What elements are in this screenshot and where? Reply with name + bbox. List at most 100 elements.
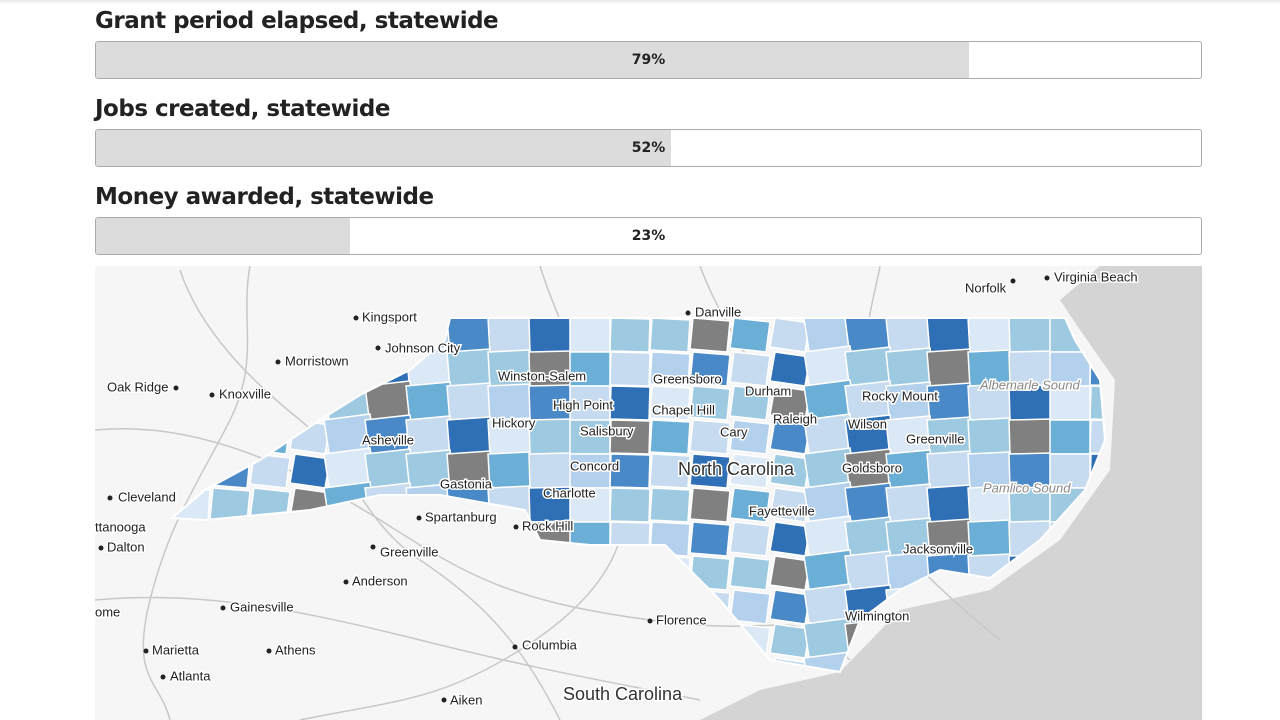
progress-fill bbox=[96, 42, 969, 78]
county bbox=[769, 521, 811, 557]
place-label: Pamlico Sound bbox=[983, 480, 1071, 495]
place-dot bbox=[275, 359, 281, 365]
place-dot bbox=[173, 385, 179, 391]
place-label: Marietta bbox=[152, 642, 200, 657]
place-label: Cleveland bbox=[118, 489, 176, 504]
place-label: Fayetteville bbox=[749, 503, 815, 518]
place-labels: Virginia Beach Norfolk Danville Kingsport Jo… bbox=[95, 268, 1139, 709]
place-label: Jacksonville bbox=[903, 541, 973, 556]
place-dot bbox=[143, 648, 149, 654]
county bbox=[487, 318, 533, 355]
progress-label: 52% bbox=[631, 140, 666, 156]
place-label: Knoxville bbox=[219, 386, 271, 401]
place-label: Florence bbox=[656, 612, 707, 627]
place-dot bbox=[370, 544, 376, 550]
place-dot bbox=[353, 315, 359, 321]
place-label: North Carolina bbox=[678, 459, 795, 479]
place-label: Danville bbox=[695, 304, 741, 319]
map: Virginia Beach Norfolk Danville Kingsport Jo… bbox=[95, 266, 1202, 720]
place-dot bbox=[220, 605, 226, 611]
place-dot bbox=[107, 495, 113, 501]
county bbox=[967, 519, 1013, 559]
county bbox=[1008, 418, 1052, 456]
ocean bbox=[700, 266, 1202, 720]
place-dot bbox=[685, 310, 691, 316]
county bbox=[689, 453, 731, 489]
county bbox=[609, 453, 651, 489]
place-label: Rock Hill bbox=[522, 518, 573, 533]
county bbox=[528, 452, 572, 490]
county bbox=[249, 453, 291, 489]
place-label: Dalton bbox=[107, 539, 145, 554]
place-label: Morristown bbox=[285, 353, 349, 368]
place-label: Aiken bbox=[450, 692, 483, 707]
place-label: Anderson bbox=[352, 573, 408, 588]
place-label: Greenville bbox=[380, 544, 439, 559]
county bbox=[649, 385, 691, 421]
progress-label: 79% bbox=[631, 52, 666, 68]
place-dot bbox=[343, 579, 349, 585]
place-label: Atlanta bbox=[170, 668, 211, 683]
place-label: Raleigh bbox=[773, 411, 817, 426]
place-dot bbox=[441, 697, 447, 703]
place-label: Kingsport bbox=[362, 309, 417, 324]
county bbox=[649, 419, 691, 455]
place-label: Concord bbox=[570, 458, 619, 473]
county bbox=[689, 385, 731, 421]
place-label: Gainesville bbox=[230, 599, 294, 614]
place-dot bbox=[375, 345, 381, 351]
place-dot bbox=[209, 392, 215, 398]
place-dot bbox=[160, 674, 166, 680]
progress-fill bbox=[96, 130, 671, 166]
place-label: Greensboro bbox=[653, 371, 722, 386]
place-label: Athens bbox=[275, 642, 316, 657]
county bbox=[729, 318, 771, 353]
county bbox=[1008, 318, 1052, 354]
place-label: Goldsboro bbox=[842, 460, 902, 475]
place-label: Johnson City bbox=[385, 340, 461, 355]
county bbox=[769, 555, 811, 591]
place-label: Charlotte bbox=[543, 485, 596, 500]
county bbox=[689, 521, 731, 557]
place-label: Hickory bbox=[492, 415, 536, 430]
place-label: Winston-Salem bbox=[498, 368, 586, 383]
county bbox=[769, 351, 811, 387]
place-dot bbox=[1044, 275, 1050, 281]
county bbox=[1049, 419, 1091, 455]
place-label: Asheville bbox=[362, 432, 414, 447]
county bbox=[649, 318, 691, 353]
place-label: Spartanburg bbox=[425, 509, 497, 524]
county bbox=[609, 318, 651, 353]
place-label: High Point bbox=[553, 397, 613, 412]
place-label: Oak Ridge bbox=[107, 379, 168, 394]
place-label: Columbia bbox=[522, 637, 578, 652]
county bbox=[1089, 419, 1105, 455]
county bbox=[289, 453, 331, 489]
county bbox=[689, 419, 731, 455]
place-label: Gastonia bbox=[440, 476, 493, 491]
county bbox=[649, 453, 691, 489]
place-label: ome bbox=[95, 604, 120, 619]
place-label: Rocky Mount bbox=[862, 388, 938, 403]
county bbox=[729, 419, 771, 455]
county bbox=[967, 318, 1013, 355]
place-dot bbox=[512, 644, 518, 650]
county bbox=[769, 623, 811, 659]
county bbox=[487, 451, 533, 491]
place-dot bbox=[1010, 278, 1016, 284]
place-label: ttanooga bbox=[95, 519, 146, 534]
place-label: Albemarle Sound bbox=[979, 377, 1080, 392]
county bbox=[1089, 385, 1105, 421]
county bbox=[689, 487, 731, 523]
county bbox=[609, 487, 651, 523]
county bbox=[769, 318, 811, 353]
place-label: South Carolina bbox=[563, 684, 683, 704]
bar-title: Money awarded, statewide bbox=[95, 184, 434, 210]
county bbox=[769, 589, 811, 625]
county bbox=[729, 589, 771, 625]
progress-label: 23% bbox=[631, 228, 666, 244]
progress-track: 79% bbox=[95, 41, 1202, 79]
county bbox=[569, 318, 611, 353]
progress-fill bbox=[96, 218, 351, 254]
